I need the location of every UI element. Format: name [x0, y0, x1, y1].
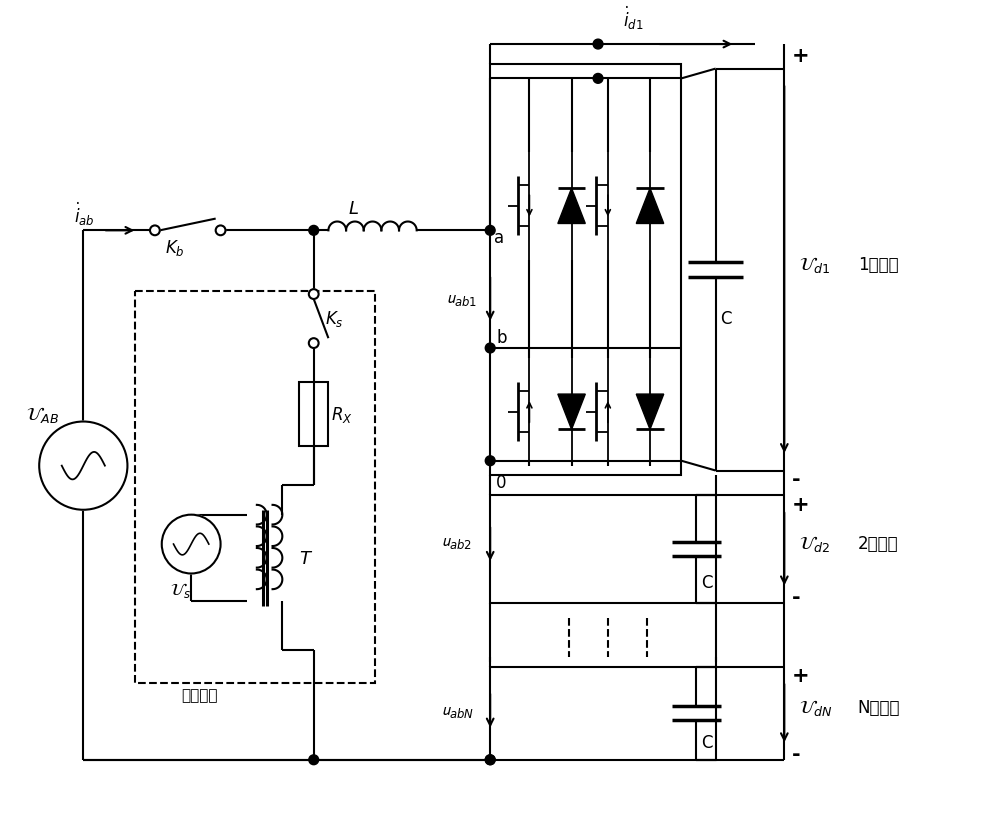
Circle shape: [485, 343, 495, 353]
Bar: [490, 495, 716, 603]
Text: 2号模块: 2号模块: [858, 535, 898, 553]
Text: L: L: [348, 200, 358, 218]
Circle shape: [39, 422, 127, 509]
Circle shape: [309, 225, 319, 235]
Text: -: -: [792, 588, 801, 608]
Circle shape: [593, 74, 603, 84]
Text: +: +: [792, 667, 810, 686]
Text: 0: 0: [496, 474, 507, 492]
Text: b: b: [496, 329, 507, 347]
Circle shape: [309, 755, 319, 765]
Text: 1号模块: 1号模块: [858, 256, 898, 274]
Text: $\mathcal{U}_{d2}$: $\mathcal{U}_{d2}$: [799, 534, 831, 554]
Circle shape: [309, 338, 319, 348]
Text: $\mathcal{u}_{abN}$: $\mathcal{u}_{abN}$: [441, 702, 474, 720]
Text: $\mathcal{U}_{dN}$: $\mathcal{U}_{dN}$: [799, 698, 833, 717]
Text: N号模块: N号模块: [858, 699, 900, 717]
Text: +: +: [792, 46, 810, 66]
Bar: [490, 64, 681, 476]
Bar: [299, 382, 328, 446]
Text: $\mathcal{u}_{ab2}$: $\mathcal{u}_{ab2}$: [441, 533, 472, 551]
Polygon shape: [636, 188, 664, 224]
Text: T: T: [299, 550, 310, 568]
Text: $K_b$: $K_b$: [165, 238, 184, 258]
Circle shape: [162, 514, 221, 573]
Text: $\mathcal{U}_{d1}$: $\mathcal{U}_{d1}$: [799, 255, 831, 274]
Text: C: C: [721, 310, 732, 328]
Text: C: C: [701, 574, 712, 592]
Text: a: a: [494, 229, 504, 247]
Circle shape: [216, 225, 225, 235]
Circle shape: [485, 755, 495, 765]
Text: -: -: [792, 744, 801, 765]
Text: $\dot{i}_{ab}$: $\dot{i}_{ab}$: [74, 201, 94, 229]
Bar: [490, 667, 716, 760]
Circle shape: [309, 289, 319, 299]
Text: $\mathcal{U}_{AB}$: $\mathcal{U}_{AB}$: [26, 405, 60, 425]
Text: +: +: [792, 495, 810, 515]
Text: $\mathcal{U}_s$: $\mathcal{U}_s$: [170, 581, 191, 600]
Text: 启动电路: 启动电路: [181, 689, 218, 704]
Text: C: C: [701, 734, 712, 752]
Text: $\mathcal{u}_{ab1}$: $\mathcal{u}_{ab1}$: [446, 290, 477, 308]
Text: $\dot{i}_{d1}$: $\dot{i}_{d1}$: [623, 5, 643, 32]
Circle shape: [593, 39, 603, 49]
Bar: [135, 291, 375, 683]
Text: -: -: [792, 470, 801, 491]
Circle shape: [485, 456, 495, 466]
Circle shape: [150, 225, 160, 235]
Text: $R_X$: $R_X$: [331, 405, 353, 425]
Polygon shape: [558, 188, 585, 224]
Circle shape: [485, 225, 495, 235]
Polygon shape: [636, 394, 664, 429]
Polygon shape: [558, 394, 585, 429]
Circle shape: [485, 755, 495, 765]
Text: $K_s$: $K_s$: [325, 309, 344, 328]
